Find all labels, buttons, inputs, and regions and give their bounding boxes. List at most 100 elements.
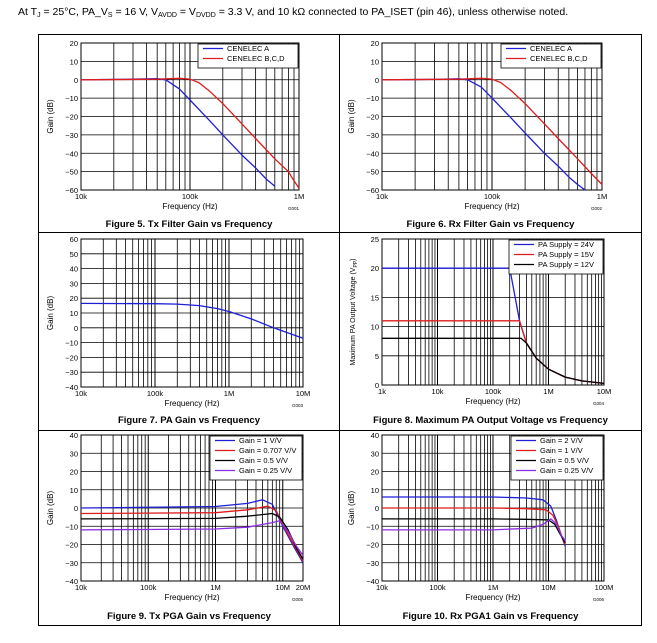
legend-label: PA Supply = 15V <box>538 250 594 259</box>
panel-fig10: −40 −30 −20 −10 0 10 20 30 40 10k 100k 1M 10M 100M Fre… <box>340 431 641 625</box>
x-tick-label: 20M <box>296 583 311 592</box>
y-tick-label: 10 <box>371 57 379 66</box>
x-tick-label: 100k <box>429 583 446 592</box>
figure-grid-divider <box>38 430 642 431</box>
y-tick-label: −30 <box>65 131 78 140</box>
x-tick-label: 10k <box>75 389 87 398</box>
y-tick-label: 0 <box>375 76 379 85</box>
figure-caption: Figure 7. PA Gain vs Frequency <box>117 415 260 426</box>
y-axis-label: Gain (dB) <box>347 491 356 526</box>
y-tick-label: −40 <box>366 577 379 586</box>
x-tick-label: 100M <box>595 583 614 592</box>
y-tick-label: −20 <box>65 113 78 122</box>
y-tick-label: 15 <box>371 293 379 302</box>
y-tick-label: −40 <box>65 577 78 586</box>
x-tick-label: 100k <box>147 389 164 398</box>
y-tick-label: 40 <box>371 431 379 440</box>
x-tick-label: 1M <box>543 387 553 396</box>
legend-label: Gain = 0.25 V/V <box>239 466 292 475</box>
legend-label: CENELEC A <box>227 44 269 53</box>
legend-label: Gain = 1 V/V <box>239 436 282 445</box>
x-axis-label: Frequency (Hz) <box>164 593 219 602</box>
series-line-1 <box>80 302 304 339</box>
chart-fig8: 0 5 10 15 20 25 1k 10k 100k 1M 10M Frequency (Hz) Ma… <box>350 235 612 406</box>
y-tick-label: −30 <box>65 559 78 568</box>
figure-code: G001 <box>288 206 300 211</box>
legend-label: PA Supply = 12V <box>538 260 594 269</box>
conditions-header: At TJ = 25°C, PA_VS = 16 V, VAVDD = VDVD… <box>18 6 569 19</box>
y-tick-label: 0 <box>74 324 78 333</box>
plot-frame <box>381 238 605 386</box>
y-tick-label: −20 <box>65 541 78 550</box>
x-tick-label: 100k <box>485 387 502 396</box>
y-tick-label: 5 <box>375 352 379 361</box>
figure-grid-divider <box>339 34 340 626</box>
y-tick-label: 10 <box>70 309 78 318</box>
figure-grid-frame <box>38 34 642 626</box>
y-axis-label-sub: PP <box>353 260 359 267</box>
plot-frame <box>80 238 304 388</box>
y-tick-label: −40 <box>366 149 379 158</box>
x-axis-label: Frequency (Hz) <box>465 397 520 406</box>
x-tick-label: 1M <box>488 583 498 592</box>
y-tick-label: −30 <box>366 131 379 140</box>
figure-code: G005 <box>292 597 304 602</box>
y-tick-label: 20 <box>371 468 379 477</box>
y-tick-label: 20 <box>371 264 379 273</box>
y-axis-label: Gain (dB) <box>46 491 55 526</box>
x-axis-label: Frequency (Hz) <box>464 202 519 211</box>
figure-grid-divider <box>38 232 642 233</box>
series-line-2 <box>381 77 603 185</box>
legend-label: CENELEC A <box>530 44 572 53</box>
y-axis-label: Gain (dB) <box>46 99 55 134</box>
figure-code: G006 <box>593 597 605 602</box>
series-line-1 <box>80 499 304 564</box>
y-tick-label: −20 <box>366 113 379 122</box>
legend-label: CENELEC B,C,D <box>227 54 285 63</box>
y-tick-label: −20 <box>65 353 78 362</box>
y-axis-label-end: ) <box>350 259 357 261</box>
y-tick-label: −10 <box>65 522 78 531</box>
legend-label: Gain = 0.707 V/V <box>239 446 296 455</box>
x-tick-label: 10k <box>431 387 443 396</box>
y-tick-label: 0 <box>74 504 78 513</box>
y-tick-label: 0 <box>74 76 78 85</box>
figure-caption: Figure 10. Rx PGA1 Gain vs Frequency <box>402 611 579 622</box>
y-tick-label: −10 <box>366 522 379 531</box>
y-tick-label: 20 <box>70 468 78 477</box>
series-line-3 <box>382 518 566 544</box>
y-tick-label: −30 <box>65 368 78 377</box>
y-tick-label: 30 <box>70 449 78 458</box>
y-tick-label: 40 <box>70 265 78 274</box>
x-tick-label: 10k <box>75 583 87 592</box>
y-tick-label: 10 <box>70 57 78 66</box>
y-tick-label: 40 <box>70 431 78 440</box>
legend-label: Gain = 0.25 V/V <box>540 466 593 475</box>
plot-frame <box>80 42 300 191</box>
x-tick-label: 10M <box>275 583 290 592</box>
x-tick-label: 10M <box>296 389 311 398</box>
legend-box <box>510 435 604 481</box>
x-tick-label: 1k <box>378 387 386 396</box>
x-tick-label: 10M <box>597 387 612 396</box>
y-tick-label: 10 <box>70 486 78 495</box>
x-tick-label: 100k <box>484 192 501 201</box>
legend-label: Gain = 2 V/V <box>540 436 583 445</box>
series-line-3 <box>382 337 605 385</box>
x-axis-label: Frequency (Hz) <box>162 202 217 211</box>
plot-frame <box>381 42 603 191</box>
y-tick-label: −60 <box>65 186 78 195</box>
y-tick-label: 50 <box>70 250 78 259</box>
y-tick-label: 0 <box>375 504 379 513</box>
x-tick-label: 10k <box>376 192 388 201</box>
y-tick-label: −50 <box>366 168 379 177</box>
y-tick-label: 10 <box>371 323 379 332</box>
y-tick-label: 20 <box>371 39 379 48</box>
x-axis-label: Frequency (Hz) <box>164 399 219 408</box>
chart-fig9: −40 −30 −20 −10 0 10 20 30 40 10k 100k 1M 10M 20M Freq… <box>46 431 311 602</box>
y-tick-label: −50 <box>65 168 78 177</box>
